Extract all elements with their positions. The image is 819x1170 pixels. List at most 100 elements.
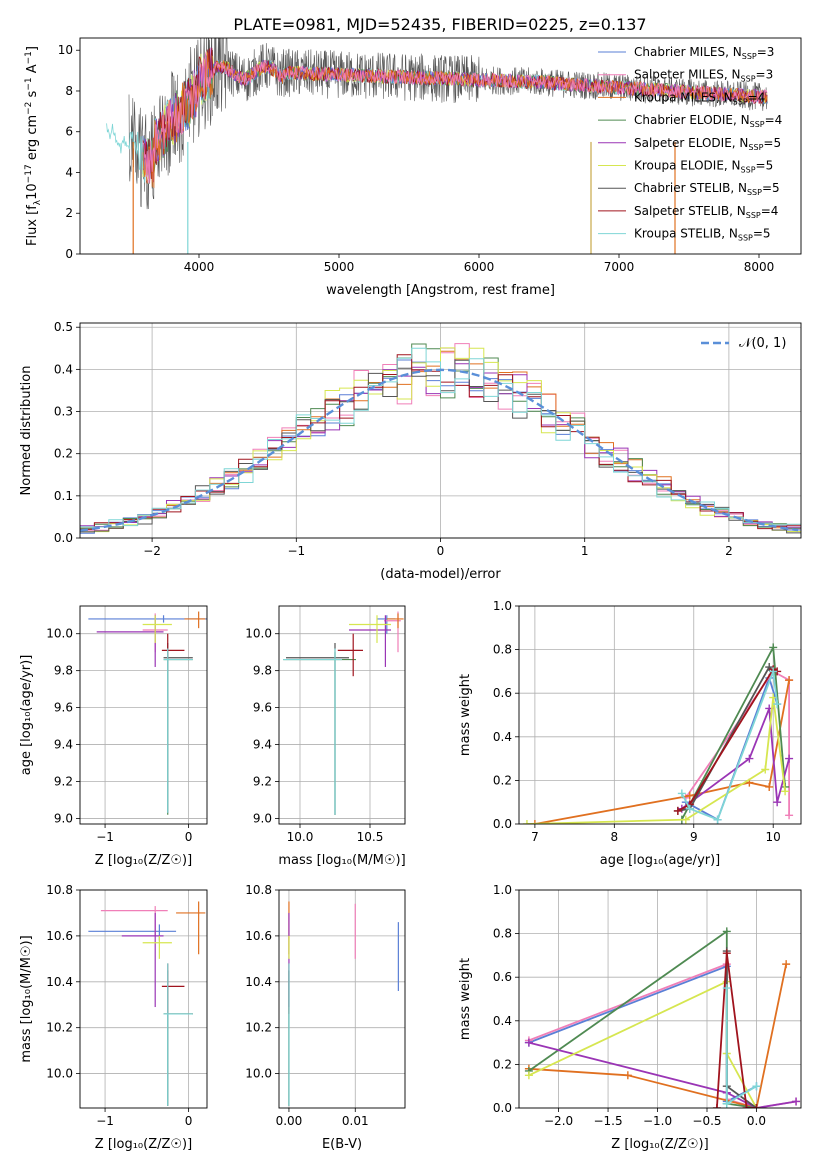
y-axis-label: mass weight [458,958,473,1040]
x-tick-label: 6000 [464,260,495,274]
y-tick-label: 10.0 [46,627,73,641]
y-tick-label: 9.8 [54,664,73,678]
weight-marker [769,667,778,676]
errorbar-point [337,633,363,677]
plot-area [288,901,399,1106]
weight-line-4 [528,1041,797,1108]
figure-title: PLATE=0981, MJD=52435, FIBERID=0225, z=0… [233,15,646,34]
y-tick-label: 0.5 [54,320,73,334]
y-tick-label: 9.6 [54,701,73,715]
y-tick-label: 0.4 [54,362,73,376]
x-axis-label: E(B-V) [322,1137,362,1152]
y-axis-label: mass weight [458,674,473,756]
x-tick-label: 0 [185,1114,193,1128]
x-tick-label: 10.0 [287,830,314,844]
x-tick-label: 0.00 [276,1114,303,1128]
y-tick-label: 9.4 [54,738,73,752]
x-tick-label: −1 [96,1114,114,1128]
x-tick-label: −1 [287,544,305,558]
plot-area [283,611,404,815]
y-tick-label: 4 [65,165,73,179]
y-tick-label: 1.0 [493,883,512,897]
weight-marker [722,1099,731,1108]
spectrum-series-1 [142,51,768,184]
y-axis-label: age [log₁₀(age/yr)] [19,655,34,776]
weight-marker [673,806,682,815]
x-tick-label: 7 [531,830,539,844]
x-tick-label: 2 [725,544,733,558]
plot-area [106,38,768,254]
weight-line-2 [534,679,790,824]
y-axis-label: Normed distribution [19,366,34,496]
x-axis-label: mass [log₁₀(M/M☉)] [278,853,405,868]
y-tick-label: 0.4 [493,730,512,744]
panel-spectrum: 4000 5000 6000 7000 8000 0 2 4 6 8 10 wavelength [A… [24,37,802,298]
weight-line-5 [528,980,758,1108]
x-axis-label: age [log₁₀(age/yr)] [600,853,721,868]
y-axis-label: mass [log₁₀(M/M☉)] [19,935,34,1062]
y-tick-label: 0.1 [54,489,73,503]
y-axis-label: Flux [fλ10−17 erg cm−2 s−1 A−1] [24,46,43,246]
y-tick-label: 10.0 [46,1067,73,1081]
plot-area [80,343,801,534]
y-tick-label: 10.6 [245,929,272,943]
weight-marker [773,798,782,807]
weight-marker [792,1097,801,1106]
y-tick-label: 10 [58,43,73,57]
x-tick-label: 10 [766,830,781,844]
y-tick-label: 0.2 [54,447,73,461]
y-tick-label: 0.3 [54,405,73,419]
legend-entry: Chabrier MILES, NSSP=3 [634,45,774,61]
plot-area [524,927,801,1108]
errorbar-point [349,615,391,643]
x-axis-label: Z [log₁₀(Z/Z☉)] [611,1137,708,1152]
y-tick-label: 1.0 [493,599,512,613]
x-tick-label: 0 [185,830,193,844]
x-tick-label: 0.0 [747,1114,766,1128]
errorbar-point [176,901,206,955]
errorbar-point [283,652,356,815]
weight-marker [530,820,539,824]
y-tick-label: 10.0 [245,1067,272,1081]
y-tick-label: 9.0 [54,811,73,825]
y-tick-label: 9.2 [253,775,272,789]
y-tick-label: 0.0 [493,1101,512,1115]
weight-marker [785,811,794,820]
axes-frame [518,889,802,1109]
weight-marker [623,1071,632,1080]
errorbar-point [386,613,404,629]
panel-weight_vs_Z: −2.0 −1.5 −1.0 −0.5 0.0 0.0 0.2 0.4 0.6 0.8 1.0 Z [… [458,883,802,1152]
errorbar-point [96,615,164,667]
weight-line-6 [725,951,758,1108]
weight-marker [713,815,722,824]
y-tick-label: 9.4 [253,738,272,752]
weight-line-8 [725,988,757,1106]
x-tick-label: −1.5 [593,1114,622,1128]
y-tick-label: 6 [65,125,73,139]
weight-marker [681,815,690,824]
weight-line-2 [528,963,788,1108]
x-axis-label: (data-model)/error [380,567,501,582]
weight-marker [524,1071,533,1080]
x-tick-label: 0 [437,544,445,558]
y-tick-label: 10.4 [245,975,272,989]
plot-area [88,901,206,1106]
weight-marker [745,754,754,763]
spectrum-series-6 [128,38,768,210]
plot-area [522,643,794,824]
x-axis-label: wavelength [Angstrom, rest frame] [326,283,555,298]
y-tick-label: 0.2 [493,773,512,787]
x-tick-label: 1 [581,544,589,558]
x-tick-label: 5000 [324,260,355,274]
weight-marker [785,676,794,685]
legend-entry: Salpeter MILES, NSSP=3 [634,68,773,84]
weight-marker [769,643,778,652]
axes-frame [278,605,406,825]
x-axis-label: Z [log₁₀(Z/Z☉)] [95,853,192,868]
weight-marker [677,789,686,798]
errorbar-point [161,633,185,660]
panel-weight_vs_age: 7 8 9 10 0.0 0.2 0.4 0.6 0.8 1.0 age [log₁₀(age/yr… [458,599,802,868]
y-tick-label: 0.4 [493,1014,512,1028]
y-tick-label: 10.4 [46,975,73,989]
